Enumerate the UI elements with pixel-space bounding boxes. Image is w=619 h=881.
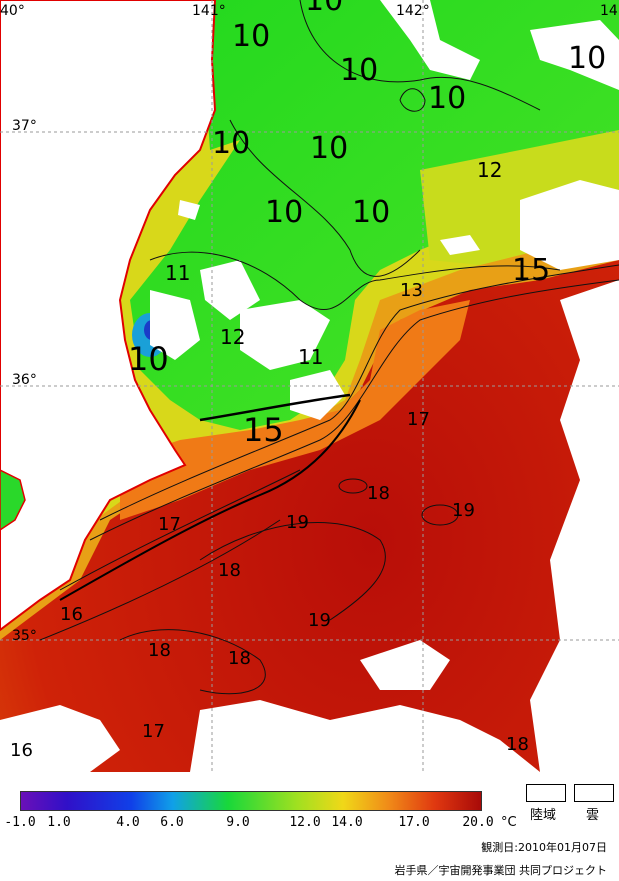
contour-label: 15 [243,411,284,449]
contour-label: 17 [142,721,165,742]
contour-label: 18 [218,560,241,581]
legend-tick-label: 20.0 [462,815,494,830]
legend-unit: °C [501,815,517,830]
observation-date: 観測日:2010年01月07日 [481,841,607,854]
contour-label: 10 [212,126,250,161]
legend-tick-label: 17.0 [398,815,430,830]
land-legend-label: 陸域 [530,808,557,823]
coordinate-labels: 40° 141° 142° 14 37° 36° 35° [0,3,618,644]
legend-tick-label: 12.0 [289,815,321,830]
contour-label: 19 [308,610,331,631]
contour-label: 11 [298,345,323,369]
contour-label: 16 [60,604,83,625]
legend-tick-label: 6.0 [160,815,184,830]
temperature-color-bar [20,791,482,811]
cloud-legend-label: 雲 [586,808,600,823]
contour-label: 16 [10,740,33,761]
contour-label: 13 [400,280,423,301]
contour-label: 19 [452,500,475,521]
land-boso-patch [0,469,26,531]
legend-tick-label: 9.0 [226,815,250,830]
contour-label: 18 [228,648,251,669]
lon-label-140: 40° [0,3,25,19]
contour-label: 12 [477,158,502,182]
contour-label: 17 [158,514,181,535]
graticule [0,0,619,772]
15-degree-front [199,393,351,422]
contour-label: 11 [165,261,190,285]
contour-label: 19 [286,512,309,533]
contour-label: 10 [310,131,348,166]
cloud-cover [0,0,619,772]
lon-label-142: 142° [396,3,430,19]
legend-panel [0,772,619,881]
lat-label-35: 35° [12,628,37,644]
contour-label: 17 [407,409,430,430]
credit-line: 岩手県／宇宙開発事業団 共同プロジェクト [394,864,608,877]
legend-tick-label: 14.0 [331,815,363,830]
contour-label: 10 [568,41,606,76]
sea-surface-temperature-map: 40° 141° 142° 14 37° 36° 35° 10 10 10 10… [0,0,619,772]
contour-label: 12 [220,325,245,349]
contour-label: 10 [128,340,169,378]
land-honshu [0,0,217,632]
contour-label: 15 [512,253,550,288]
contour-label: 18 [506,734,529,755]
contour-label: 18 [367,483,390,504]
contour-label: 18 [148,640,171,661]
orange-front [120,300,470,520]
lat-label-36: 36° [12,372,37,388]
contour-label: 10 [265,195,303,230]
contour-labels: 10 10 10 10 10 10 10 10 10 12 15 13 11 1… [10,0,606,761]
contour-label: 10 [340,53,378,88]
contour-label: 10 [232,19,270,54]
contour-label: 10 [352,195,390,230]
lon-label-141: 141° [192,3,226,19]
legend-tick-label: -1.0 [4,815,36,830]
isotherm-lines [39,0,619,695]
cloud-swatch [574,784,614,802]
legend-tick-label: 4.0 [116,815,140,830]
lat-label-37: 37° [12,118,37,134]
lon-label-143: 14 [600,3,618,19]
contour-label: 10 [428,81,466,116]
land-swatch [526,784,566,802]
legend-tick-label: 1.0 [47,815,71,830]
17-degree-isotherm [59,399,361,601]
contour-label: 10 [305,0,343,18]
